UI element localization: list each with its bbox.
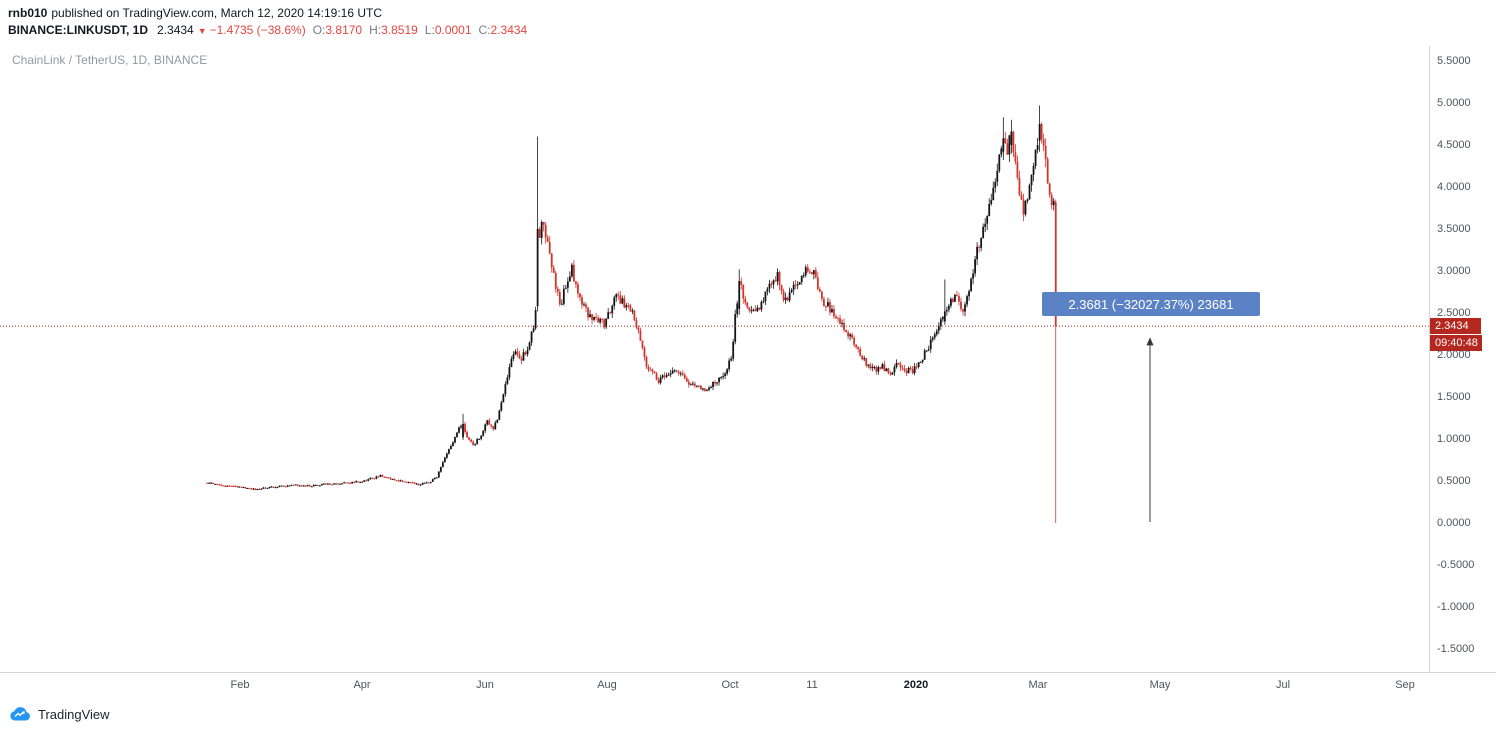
price-tick: 2.5000 — [1437, 307, 1471, 319]
price-tick: 0.0000 — [1437, 517, 1471, 529]
measure-tool-label[interactable]: 2.3681 (−32027.37%) 23681 — [1042, 292, 1260, 316]
time-tick: May — [1149, 679, 1171, 691]
ohlc-value: 0.0001 — [434, 23, 472, 37]
symbol-line: BINANCE:LINKUSDT, 1D 2.3434 ▼ −1.4735 (−38.… — [8, 23, 527, 37]
time-axis[interactable]: Feb Apr Jun Aug Oct 11 2020 Mar May Jul Sep — [0, 672, 1496, 697]
time-tick: 2020 — [903, 679, 929, 691]
price-tick: 1.5000 — [1437, 391, 1471, 403]
price-change: −1.4735 (−38.6%) — [209, 23, 306, 37]
ohlc-values: O:3.8170 H:3.8519 L:0.0001 C:2.3434 — [306, 23, 528, 37]
time-tick: Mar — [1028, 679, 1048, 691]
time-tick: Apr — [353, 679, 371, 691]
time-tick: Sep — [1395, 679, 1415, 691]
time-tick: Jun — [476, 679, 494, 691]
ohlc-label: H: — [369, 23, 382, 37]
ohlc-value: 2.3434 — [490, 23, 528, 37]
time-tick: Feb — [230, 679, 250, 691]
price-tick: -1.5000 — [1437, 643, 1475, 655]
publish-line: rnb010 published on TradingView.com, Marc… — [8, 6, 382, 20]
price-tick: 3.5000 — [1437, 223, 1471, 235]
tradingview-cloud-logo-icon[interactable] — [8, 706, 32, 723]
price-tick: 1.0000 — [1437, 433, 1471, 445]
ohlc-label: O: — [312, 23, 326, 37]
ohlc-value: 3.8519 — [381, 23, 418, 37]
tradingview-brand[interactable]: TradingView — [38, 706, 110, 722]
ohlc-label: L: — [424, 23, 435, 37]
price-tick: 4.0000 — [1437, 181, 1471, 193]
snapshot-footer: TradingView — [0, 696, 1496, 732]
price-tick: -1.0000 — [1437, 601, 1475, 613]
current-price-badge: 2.3434 — [1430, 318, 1481, 335]
price-tick: 0.5000 — [1437, 475, 1471, 487]
publish-header: rnb010 published on TradingView.com, Marc… — [0, 0, 1496, 46]
author-name: rnb010 — [8, 6, 48, 20]
chart-watermark: ChainLink / TetherUS, 1D, BINANCE — [12, 53, 208, 67]
ohlc-value: 3.8170 — [325, 23, 363, 37]
publish-info: published on TradingView.com, March 12, … — [51, 6, 383, 20]
candles-layer — [206, 105, 1057, 523]
down-arrow-icon: ▼ — [197, 26, 207, 36]
price-tick: 5.5000 — [1437, 55, 1471, 67]
countdown-badge: 09:40:48 — [1430, 335, 1482, 352]
price-tick: 4.5000 — [1437, 139, 1471, 151]
ohlc-label: C: — [478, 23, 491, 37]
time-tick: Aug — [597, 679, 617, 691]
price-tick: 3.0000 — [1437, 265, 1471, 277]
chart-area[interactable]: ChainLink / TetherUS, 1D, BINANCE 2.3681… — [0, 46, 1496, 697]
symbol-title: BINANCE:LINKUSDT, 1D — [8, 23, 149, 37]
time-tick: Jul — [1275, 679, 1291, 691]
candlestick-plot[interactable] — [0, 46, 1429, 672]
price-axis[interactable]: 2.3434 09:40:48 5.5000 5.0000 4.5000 4.0000… — [1429, 46, 1496, 672]
time-tick: 11 — [806, 679, 818, 691]
time-tick: Oct — [721, 679, 739, 691]
measure-arrow[interactable] — [1146, 337, 1154, 522]
price-tick: 5.0000 — [1437, 97, 1471, 109]
price-tick: -0.5000 — [1437, 559, 1475, 571]
price-tick: 2.0000 — [1437, 349, 1471, 361]
last-price: 2.3434 — [157, 23, 194, 37]
